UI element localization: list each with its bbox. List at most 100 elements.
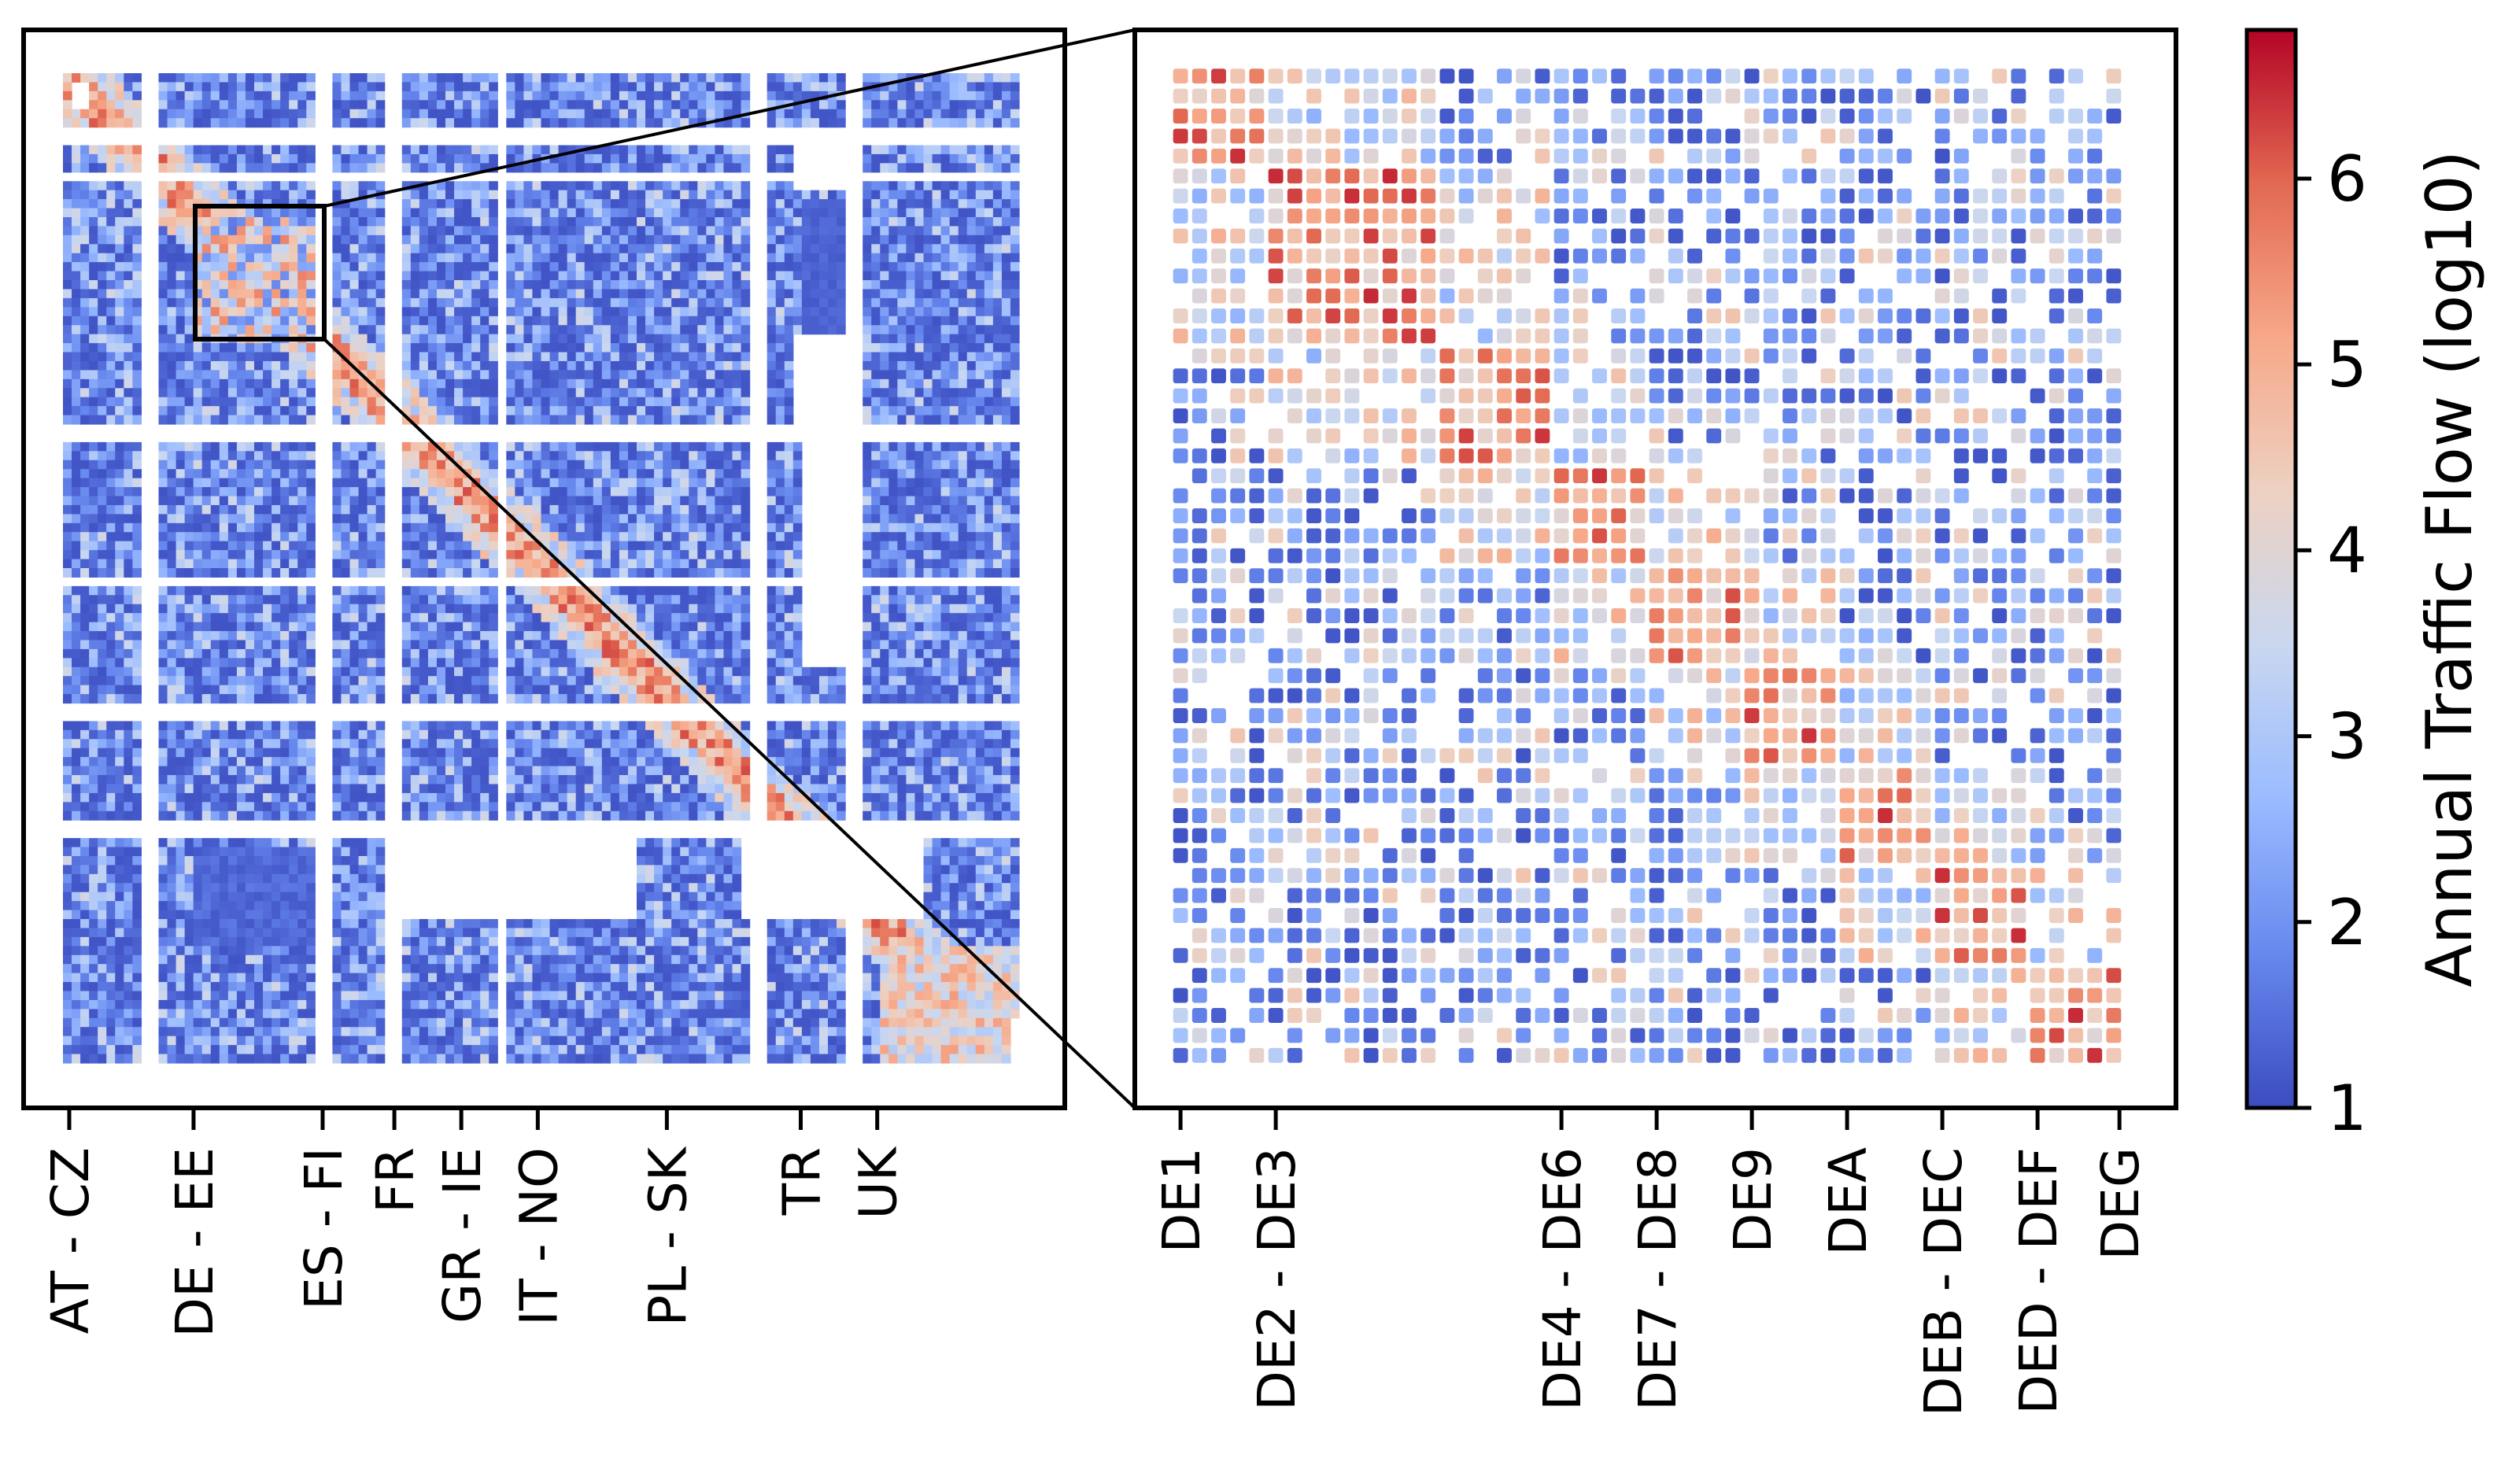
overview-cell xyxy=(193,190,203,200)
overview-cell xyxy=(471,216,481,227)
overview-cell xyxy=(558,397,568,407)
overview-cell xyxy=(958,118,968,128)
overview-cell xyxy=(914,280,925,290)
overview-cell xyxy=(280,550,290,560)
overview-cell xyxy=(523,541,534,551)
overview-cell xyxy=(436,190,446,200)
overview-cell xyxy=(888,550,898,560)
overview-cell xyxy=(124,234,133,245)
overview-cell xyxy=(341,199,351,209)
overview-cell xyxy=(184,325,194,335)
overview-cell xyxy=(445,522,455,533)
overview-cell xyxy=(723,307,733,317)
overview-cell xyxy=(167,397,177,407)
overview-cell xyxy=(427,378,438,389)
overview-cell xyxy=(410,352,420,362)
overview-cell xyxy=(654,307,663,317)
overview-cell xyxy=(654,388,663,398)
overview-cell xyxy=(663,504,672,515)
overview-cell xyxy=(175,325,186,335)
overview-cell xyxy=(940,334,951,344)
overview-cell xyxy=(124,532,133,542)
overview-cell xyxy=(532,244,542,254)
overview-cell xyxy=(914,478,925,488)
overview-cell xyxy=(280,100,290,110)
overview-cell xyxy=(958,559,968,569)
overview-cell xyxy=(810,82,820,92)
overview-cell xyxy=(80,522,90,533)
overview-cell xyxy=(80,280,90,290)
overview-cell xyxy=(897,262,907,272)
overview-cell xyxy=(219,352,229,362)
overview-cell xyxy=(358,550,368,560)
overview-cell xyxy=(167,595,177,605)
overview-cell xyxy=(401,550,412,560)
overview-cell xyxy=(567,415,577,425)
overview-cell xyxy=(254,163,264,173)
overview-cell xyxy=(914,145,925,155)
overview-cell xyxy=(984,397,994,407)
overview-cell xyxy=(410,280,420,290)
overview-cell xyxy=(158,90,168,101)
overview-cell xyxy=(723,244,733,254)
overview-cell xyxy=(818,199,829,209)
overview-cell xyxy=(888,352,898,362)
overview-cell xyxy=(106,297,116,308)
overview-cell xyxy=(227,360,238,371)
overview-cell xyxy=(236,297,246,308)
overview-cell xyxy=(888,388,898,398)
overview-cell xyxy=(506,280,515,290)
overview-cell xyxy=(958,226,968,236)
overview-cell xyxy=(272,307,281,317)
overview-cell xyxy=(263,496,272,506)
overview-cell xyxy=(992,487,1003,497)
overview-cell xyxy=(436,73,446,83)
overview-cell xyxy=(992,325,1003,335)
overview-cell xyxy=(124,100,133,110)
overview-cell xyxy=(610,90,620,101)
overview-cell xyxy=(923,478,933,488)
overview-cell xyxy=(697,550,707,560)
overview-cell xyxy=(489,550,498,560)
overview-cell xyxy=(715,352,725,362)
overview-cell xyxy=(706,145,716,155)
overview-cell xyxy=(515,73,525,83)
overview-cell xyxy=(741,199,751,209)
overview-cell xyxy=(210,343,220,353)
overview-cell xyxy=(663,550,672,560)
overview-cell xyxy=(619,378,629,389)
overview-cell xyxy=(741,163,751,173)
overview-cell xyxy=(593,289,603,299)
overview-cell xyxy=(272,216,281,227)
overview-cell xyxy=(697,234,707,245)
overview-cell xyxy=(1001,406,1011,416)
overview-cell xyxy=(419,190,429,200)
overview-cell xyxy=(193,280,203,290)
overview-cell xyxy=(837,253,846,263)
overview-cell xyxy=(306,370,316,380)
overview-cell xyxy=(584,325,594,335)
overview-cell xyxy=(132,199,142,209)
overview-cell xyxy=(419,145,429,155)
overview-cell xyxy=(923,145,933,155)
overview-cell xyxy=(63,585,72,596)
overview-cell xyxy=(219,280,229,290)
overview-cell xyxy=(715,441,725,452)
overview-cell xyxy=(645,190,655,200)
overview-cell xyxy=(263,522,272,533)
overview-cell xyxy=(663,208,672,218)
overview-cell xyxy=(454,100,464,110)
overview-cell xyxy=(610,397,620,407)
overview-cell xyxy=(219,514,229,524)
overview-cell xyxy=(124,451,133,461)
overview-cell xyxy=(897,145,907,155)
overview-cell xyxy=(880,334,889,344)
overview-cell xyxy=(272,100,281,110)
overview-cell xyxy=(792,190,803,200)
overview-cell xyxy=(715,280,725,290)
overview-cell xyxy=(532,289,542,299)
overview-cell xyxy=(940,145,951,155)
overview-cell xyxy=(332,90,342,101)
overview-cell xyxy=(506,82,515,92)
overview-cell xyxy=(489,100,498,110)
